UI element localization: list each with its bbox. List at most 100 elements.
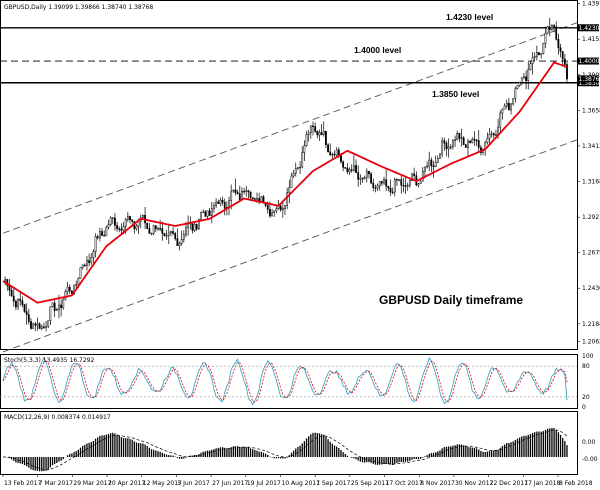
candle-body [4,279,7,282]
date-axis-label: 8 Feb 2018 [559,480,593,487]
candle-body [38,323,41,329]
candle-body [77,277,80,285]
candle-body [279,205,282,211]
candle-body [49,306,52,321]
candle-body [520,77,523,83]
price-axis-label: 1.29210 [582,214,600,221]
candle-body [70,290,73,294]
candle-body [81,264,84,268]
candle-body [12,295,15,302]
candle-body [157,228,159,230]
candle-body [460,137,463,139]
stochastic-panel: 100 80 20 0 Stoch(5,3,3) 13.4935 16.7292 [0,353,594,411]
candle-body [86,260,88,266]
price-axis-label: 1.20625 [582,338,600,345]
candle-body [424,166,426,172]
candle-body [458,132,461,139]
candle-body [495,134,497,136]
stochastic-label: Stoch(5,3,3) 13.4935 16.7292 [4,357,95,364]
candle-body [309,125,312,134]
candle-body [150,232,153,235]
candle-body [94,236,97,252]
candle-body [92,251,95,258]
candle-body [182,234,185,240]
candle-body [540,53,543,55]
candle-body [344,167,347,169]
price-axis-label: 1.41510 [582,36,600,43]
stoch-axis-label: 80 [582,363,590,370]
candle-body [215,201,218,206]
candle-body [490,133,493,135]
candle-body [355,165,357,173]
candle-body [301,152,304,168]
candle-body [488,134,491,139]
price-axis-label: 1.34135 [582,143,600,150]
current-price-tag [577,75,599,83]
candle-body [176,238,179,246]
candle-body [303,145,306,154]
candle-body [428,159,431,167]
level-price-tag-label: 1.42300 [579,25,600,32]
candle-body [234,189,237,193]
candle-body [368,170,370,175]
candle-body [118,228,121,230]
candle-body [486,137,489,143]
candle-body [305,134,308,146]
candle-body [193,224,196,231]
horizontal-levels: 1.4230 level 1.42300 1.4000 level 1.40000 1.… [0,12,600,99]
candle-body [172,231,174,234]
candle-body [432,165,435,168]
candle-body [152,225,155,234]
candle-body [398,179,400,181]
candle-body [223,202,226,209]
candle-body [411,173,413,182]
candle-body [90,257,93,263]
candle-body [19,298,22,302]
candle-body [210,208,213,216]
candle-body [372,182,375,188]
candle-body [406,184,409,187]
date-axis-label: 7 Mar 2017 [39,480,73,487]
candle-body [53,302,56,311]
candle-body [55,309,58,311]
candle-body [148,228,151,234]
candle-body [266,205,269,210]
candle-body [404,185,407,187]
candle-body [197,219,200,230]
candle-body [146,222,149,229]
candle-body [337,149,340,155]
candle-body [165,235,168,237]
candle-body [262,196,265,203]
date-axis-label: 27 Jun 2017 [212,480,248,487]
candle-body [273,210,276,213]
candle-body [75,284,78,286]
price-axis-label: 1.24300 [582,285,600,292]
candle-body [286,192,289,207]
candle-body [101,231,103,236]
candle-body [116,225,118,230]
candle-body [170,231,172,234]
candle-body [269,209,271,217]
candle-body [456,132,459,141]
candle-body [452,139,454,148]
candle-body [391,191,394,194]
candle-body [107,224,110,228]
candle-body [512,98,515,105]
candle-body [531,57,534,65]
candle-body [288,187,291,193]
candle-body [374,187,377,189]
candle-body [529,63,532,70]
candle-body [217,201,220,205]
candle-body [462,137,465,145]
date-axis-label: 17 Jan 2018 [524,480,560,487]
candle-body [469,140,472,143]
stoch-axis-label: 100 [582,353,594,360]
candle-body [376,185,379,189]
level-label: 1.4230 level [446,12,493,22]
candle-body [501,108,504,114]
candle-body [417,183,420,186]
candle-body [159,228,162,230]
candle-body [27,314,30,322]
macd-histogram: 0.00 -0.00 [2,427,598,472]
